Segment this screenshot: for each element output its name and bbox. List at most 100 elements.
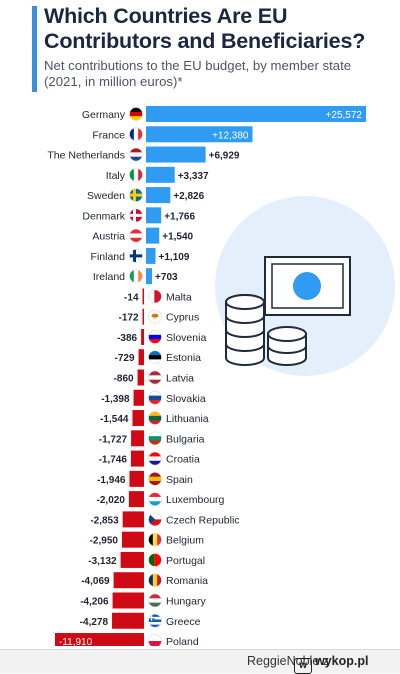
data-label: +703 (155, 272, 178, 283)
poland-flag-icon (148, 634, 162, 646)
category-label: Greece (166, 616, 201, 628)
malta-flag-icon (148, 289, 162, 304)
data-label: -2,853 (90, 515, 119, 526)
bar (129, 470, 144, 487)
category-label: Hungary (166, 595, 206, 607)
category-label: Slovenia (166, 332, 206, 344)
bar (146, 227, 160, 244)
category-label: Croatia (166, 454, 200, 466)
title-accent-bar (32, 6, 37, 92)
bar (130, 450, 144, 467)
bar-row: Portugal -3,132 (88, 551, 205, 568)
chart-subtitle: Net contributions to the EU budget, by m… (44, 58, 352, 89)
data-label: +1,540 (162, 232, 193, 243)
bar (138, 349, 144, 366)
slovakia-flag-icon (148, 390, 162, 405)
category-label: Cyprus (166, 312, 199, 324)
bar (122, 511, 144, 528)
bar-row: Cyprus -172 (118, 308, 199, 325)
bar-row: Hungary -4,206 (80, 592, 206, 609)
bar (142, 288, 144, 305)
category-label: Bulgaria (166, 433, 205, 445)
bar-row: Luxembourg -2,020 (97, 491, 225, 508)
category-label: Latvia (166, 373, 194, 385)
data-label: +1,109 (159, 252, 190, 263)
austria-flag-icon (129, 228, 143, 243)
category-label: Luxembourg (166, 494, 225, 506)
data-label: -14 (124, 292, 139, 303)
category-label: Sweden (87, 190, 125, 202)
finland-flag-icon (129, 249, 143, 263)
bar-row: Latvia -860 (114, 369, 194, 386)
bar (55, 633, 144, 646)
bar (146, 146, 206, 163)
bar-row: Belgium -2,950 (90, 531, 204, 548)
category-label: Finland (91, 251, 126, 263)
category-label: Denmark (82, 210, 125, 222)
bar-row: Slovakia -1,398 (101, 389, 206, 406)
sweden-flag-icon (129, 188, 143, 202)
data-label: -11,910 (59, 637, 93, 646)
bar-row: Sweden +2,826 (87, 187, 205, 204)
bar-row: Denmark +1,766 (82, 207, 195, 224)
category-label: Poland (166, 636, 199, 646)
bar (146, 166, 175, 183)
category-label: Malta (166, 291, 192, 303)
data-label: -4,278 (80, 617, 109, 628)
data-label: +3,337 (178, 171, 209, 182)
italy-flag-icon (129, 168, 143, 182)
latvia-flag-icon (148, 370, 162, 385)
data-label: -386 (117, 333, 137, 344)
bar (142, 308, 144, 325)
data-label: -4,206 (80, 596, 109, 607)
category-label: Austria (92, 231, 125, 243)
spain-flag-icon (148, 472, 162, 486)
category-label: Belgium (166, 535, 204, 547)
cyprus-flag-icon (148, 309, 162, 324)
category-label: Ireland (93, 271, 125, 283)
bar (132, 410, 144, 427)
data-label: -172 (118, 313, 138, 324)
data-label: +1,766 (164, 211, 195, 222)
bar (131, 430, 144, 447)
bar-chart: Germany +25,572 France +12,380 The Netherlan… (47, 106, 395, 646)
category-label: Estonia (166, 352, 201, 364)
data-label: -860 (114, 374, 134, 385)
bar-row: Malta -14 (124, 288, 192, 305)
bar (120, 551, 144, 568)
banknote-icon (264, 256, 351, 316)
bar-row: Ireland +703 (93, 268, 178, 285)
data-label: -1,544 (100, 414, 129, 425)
category-label: Germany (82, 109, 126, 121)
category-label: Romania (166, 575, 208, 587)
bar (137, 369, 144, 386)
bar (146, 126, 253, 143)
category-label: The Netherlands (47, 150, 125, 162)
bar (141, 328, 144, 345)
greece-flag-icon (148, 613, 162, 628)
bar (146, 207, 162, 224)
footer-bar: ReggieNoble z w wykop.pl (0, 649, 400, 674)
wykop-logo[interactable]: w wykop.pl (294, 650, 368, 674)
germany-flag-icon (129, 107, 143, 121)
bar-row: Czech Republic -2,853 (90, 511, 240, 528)
portugal-flag-icon (148, 553, 162, 567)
bar-row: Bulgaria -1,727 (99, 430, 205, 447)
data-label: +25,572 (326, 110, 363, 121)
bar (128, 491, 144, 508)
category-label: France (92, 129, 125, 141)
denmark-flag-icon (129, 208, 143, 223)
bar (113, 572, 144, 589)
money-illustration (215, 196, 395, 376)
category-label: Italy (106, 170, 126, 182)
luxembourg-flag-icon (148, 492, 162, 506)
bar-row: Croatia -1,746 (99, 450, 200, 467)
ireland-flag-icon (129, 269, 143, 283)
bar (112, 592, 144, 609)
data-label: -4,069 (81, 576, 110, 587)
bar-row: Lithuania -1,544 (100, 410, 209, 427)
data-label: -1,398 (101, 394, 130, 405)
bar-row: Spain -1,946 (97, 470, 193, 487)
bar (146, 106, 366, 122)
data-label: -1,946 (97, 475, 126, 486)
